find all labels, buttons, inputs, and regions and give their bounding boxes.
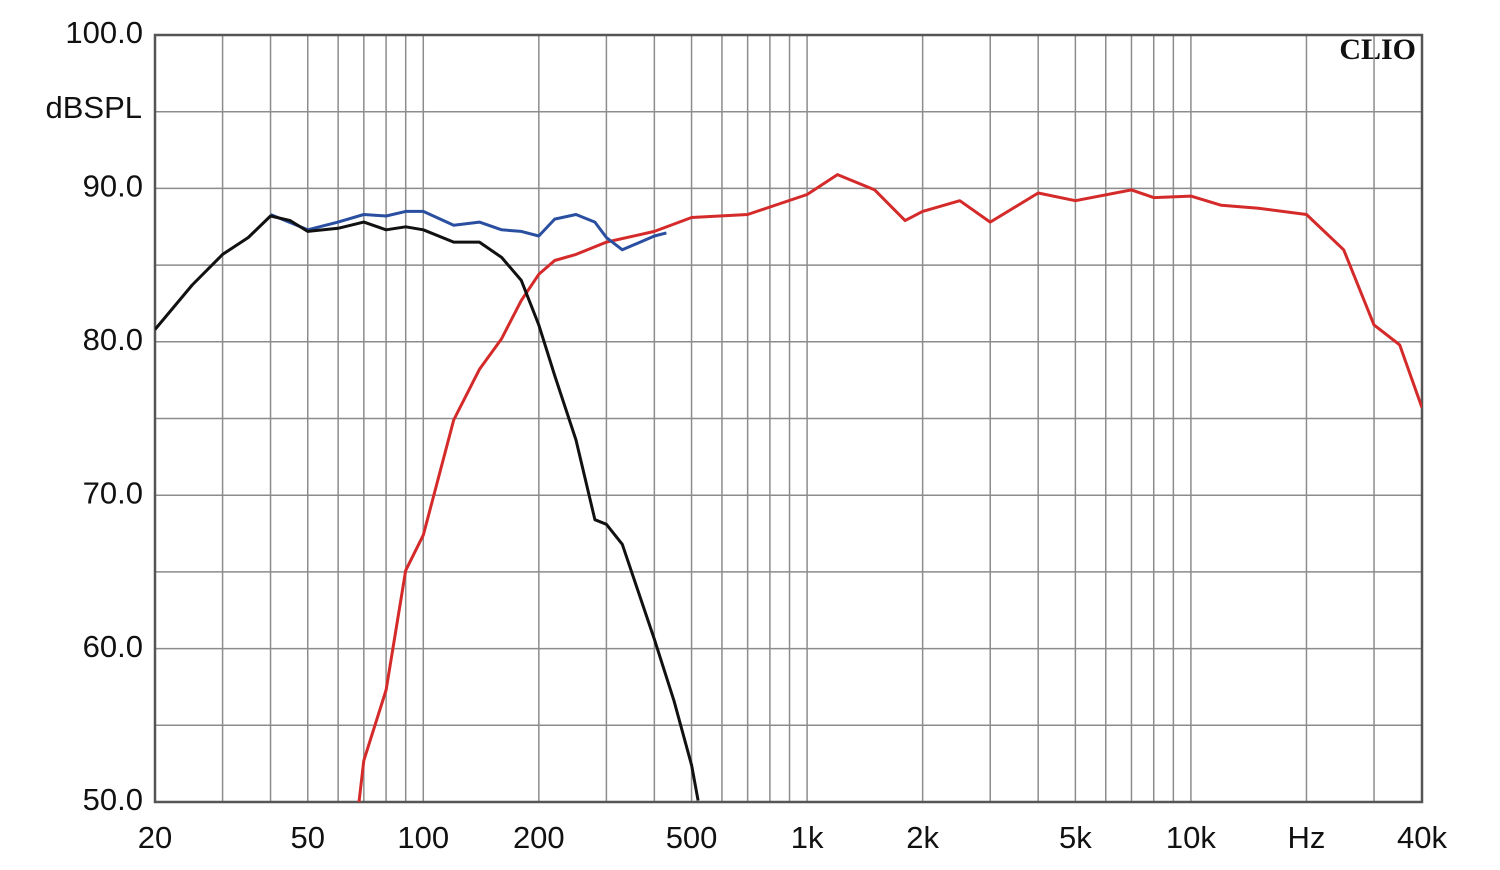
- x-tick-label: 10k: [1166, 820, 1216, 855]
- plot-lines: [155, 173, 1422, 802]
- y-axis-label: dBSPL: [45, 90, 142, 125]
- response-line: [155, 214, 700, 801]
- response-line: [357, 173, 1422, 802]
- x-tick-label: 5k: [1059, 820, 1092, 855]
- x-tick-label: 100: [397, 820, 449, 855]
- x-tick-label: 1k: [791, 820, 824, 855]
- y-tick-label: 60.0: [83, 629, 143, 664]
- brand-label: CLIO: [1339, 33, 1416, 66]
- y-tick-label: 50.0: [83, 782, 143, 817]
- x-tick-label: 50: [290, 820, 324, 855]
- y-tick-label: 80.0: [83, 322, 143, 357]
- y-tick-label: 100.0: [65, 15, 143, 50]
- response-line: [269, 209, 667, 252]
- x-tick-label: 200: [513, 820, 565, 855]
- x-tick-label: 20: [138, 820, 172, 855]
- x-tick-label: 2k: [906, 820, 939, 855]
- x-tick-label: Hz: [1288, 820, 1326, 855]
- y-tick-label: 70.0: [83, 475, 143, 510]
- x-tick-label: 500: [666, 820, 718, 855]
- y-tick-label: 90.0: [83, 169, 143, 204]
- plot-frame: [153, 33, 1424, 804]
- x-tick-label: 40k: [1397, 820, 1447, 855]
